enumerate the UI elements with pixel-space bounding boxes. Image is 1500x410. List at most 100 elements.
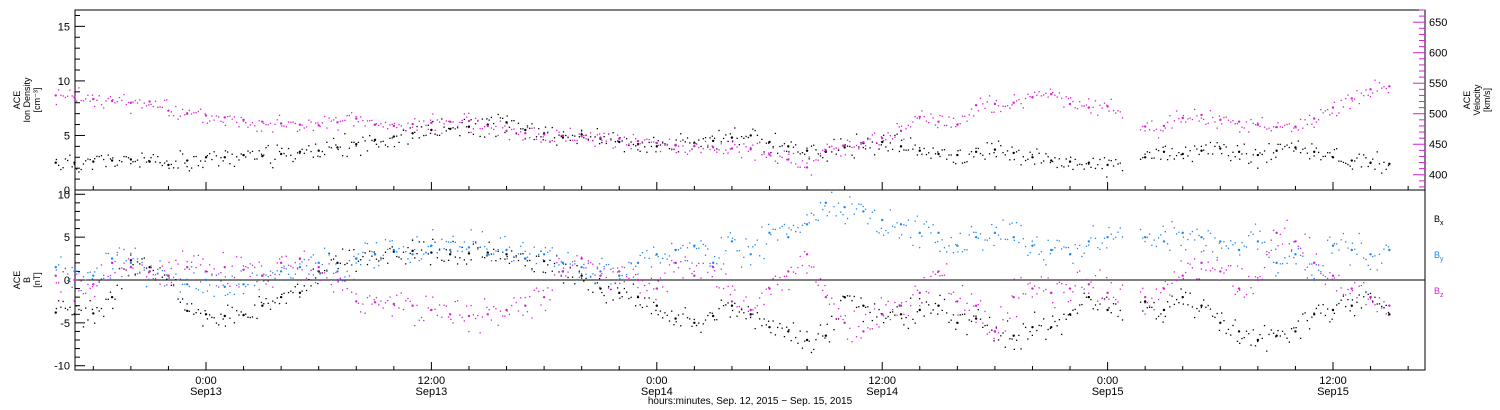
data-sample	[594, 282, 596, 284]
data-sample	[459, 257, 461, 259]
data-sample	[488, 254, 490, 256]
data-sample	[1205, 123, 1207, 125]
data-sample	[1070, 299, 1072, 302]
data-sample	[684, 259, 686, 262]
data-sample	[181, 108, 184, 110]
data-sample	[828, 341, 831, 343]
data-sample	[538, 253, 540, 256]
data-sample	[1108, 298, 1110, 300]
data-sample	[323, 272, 326, 274]
data-sample	[330, 120, 333, 122]
data-sample	[256, 317, 258, 320]
data-sample	[1351, 290, 1354, 292]
data-sample	[179, 301, 182, 303]
data-sample	[984, 324, 986, 327]
data-sample	[94, 105, 96, 108]
data-sample	[346, 155, 348, 158]
data-sample	[799, 231, 801, 233]
data-sample	[351, 112, 353, 114]
data-sample	[837, 202, 840, 204]
data-sample	[614, 146, 617, 148]
data-sample	[504, 235, 506, 238]
x-tick-time: 12:00	[868, 375, 896, 387]
data-sample	[646, 249, 648, 252]
data-sample	[740, 135, 743, 138]
data-sample	[601, 273, 603, 275]
data-sample	[184, 268, 186, 270]
data-sample	[353, 278, 355, 280]
data-sample	[91, 94, 94, 96]
data-sample	[274, 123, 276, 126]
data-sample	[684, 141, 686, 143]
data-point	[580, 265, 583, 269]
data-sample	[966, 161, 968, 163]
data-sample	[1268, 256, 1270, 259]
data-sample	[702, 262, 704, 265]
data-sample	[502, 251, 504, 253]
data-sample	[1015, 222, 1018, 224]
data-sample	[1157, 137, 1160, 139]
data-sample	[1342, 106, 1345, 108]
data-sample	[1383, 248, 1385, 250]
data-sample	[1094, 237, 1097, 239]
data-point	[279, 295, 283, 299]
data-sample	[1333, 148, 1336, 151]
data-sample	[995, 226, 997, 228]
data-sample	[1232, 120, 1234, 122]
data-sample	[1252, 329, 1254, 331]
data-sample	[218, 165, 220, 167]
data-sample	[542, 136, 544, 138]
data-sample	[1360, 92, 1363, 94]
data-sample	[547, 132, 549, 134]
data-sample	[1173, 271, 1176, 273]
data-sample	[912, 148, 914, 150]
data-sample	[483, 245, 486, 248]
data-point	[279, 122, 283, 125]
data-sample	[718, 257, 720, 259]
data-sample	[1088, 163, 1090, 165]
data-sample	[364, 242, 366, 244]
data-sample	[1169, 249, 1171, 251]
data-sample	[1383, 307, 1385, 309]
data-sample	[921, 110, 923, 112]
data-sample	[287, 121, 290, 123]
data-sample	[939, 275, 941, 277]
x-tick-date: Sep13	[415, 386, 447, 398]
data-sample	[535, 262, 538, 265]
data-point	[223, 116, 226, 119]
data-sample	[71, 166, 73, 168]
data-sample	[756, 142, 759, 145]
data-point	[1200, 149, 1203, 152]
data-sample	[1009, 317, 1011, 319]
data-sample	[964, 249, 966, 251]
data-sample	[659, 150, 662, 153]
data-sample	[1216, 312, 1218, 315]
data-sample	[100, 104, 103, 106]
data-sample	[82, 326, 85, 328]
data-sample	[355, 262, 357, 264]
data-sample	[657, 144, 659, 147]
data-sample	[1367, 293, 1369, 296]
data-sample	[258, 288, 260, 291]
data-sample	[558, 131, 560, 133]
data-sample	[765, 243, 768, 245]
data-sample	[605, 142, 608, 145]
data-sample	[369, 295, 371, 297]
data-sample	[1004, 105, 1006, 108]
data-sample	[668, 320, 671, 322]
data-sample	[380, 300, 382, 302]
data-sample	[752, 144, 754, 146]
data-point	[223, 265, 226, 269]
data-sample	[659, 144, 662, 146]
data-sample	[441, 238, 443, 240]
data-point	[787, 330, 790, 333]
data-point	[1237, 287, 1241, 290]
data-sample	[1184, 146, 1187, 148]
data-sample	[587, 138, 589, 140]
data-sample	[1033, 285, 1036, 287]
data-sample	[319, 272, 321, 274]
data-sample	[1315, 307, 1318, 310]
data-sample	[997, 105, 1000, 107]
data-sample	[1308, 263, 1311, 265]
data-sample	[1196, 148, 1198, 150]
